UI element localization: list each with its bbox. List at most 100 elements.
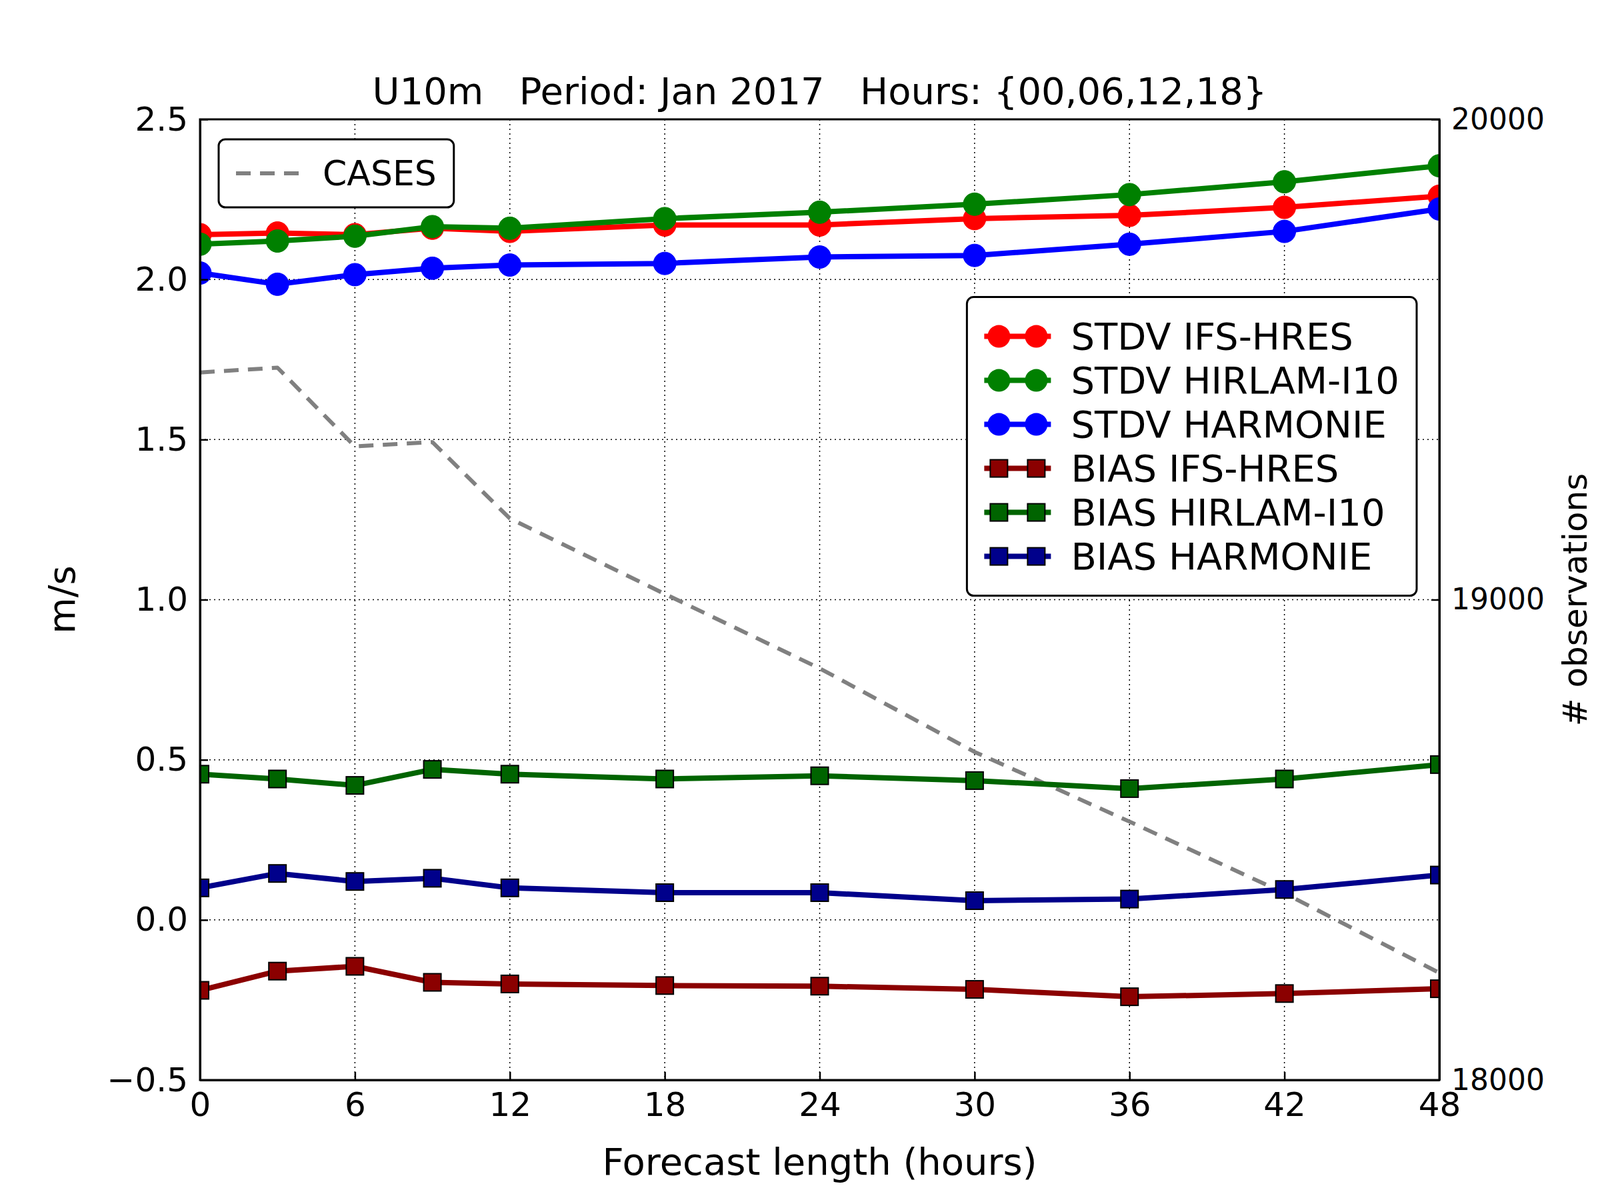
legend-y2: CASES (218, 139, 454, 208)
marker (200, 232, 212, 256)
tick-mark (664, 1072, 666, 1080)
tick: 18000 (1431, 1062, 1545, 1097)
y2-axis: 180001900020000 (1431, 102, 1545, 1097)
grid-line-y (200, 278, 1440, 280)
marker (1120, 890, 1138, 908)
tick-mark (200, 919, 208, 922)
tick-mark (1129, 1072, 1132, 1080)
marker (656, 770, 674, 788)
marker (421, 215, 444, 238)
legend-marker (987, 413, 1010, 436)
series-line (200, 367, 1440, 973)
marker (811, 884, 829, 902)
legend-label: BIAS HIRLAM-I10 (1070, 490, 1385, 534)
marker (268, 962, 286, 980)
tick-label: 42 (1263, 1085, 1306, 1124)
y2-axis-title: # observations (1556, 473, 1595, 727)
marker (1276, 770, 1294, 788)
tick-mark (200, 1079, 208, 1082)
tick-label: 1.5 (134, 420, 188, 459)
tick-label: 24 (798, 1085, 842, 1124)
marker (424, 869, 442, 887)
tick-mark (974, 1072, 976, 1080)
series (200, 957, 1440, 1006)
tick-label: −0.5 (107, 1060, 188, 1100)
legend-item: BIAS IFS-HRES (984, 446, 1339, 490)
tick: 12 (488, 1072, 532, 1124)
tick-label: 19000 (1451, 582, 1545, 616)
series-line (200, 764, 1440, 789)
marker (1120, 988, 1138, 1006)
tick-mark (509, 1072, 512, 1080)
marker (1428, 197, 1440, 220)
legend-box (218, 139, 454, 208)
legend-marker (1027, 548, 1045, 566)
legend-marker (1027, 504, 1045, 522)
marker (656, 976, 674, 994)
tick-mark (200, 599, 208, 602)
marker (268, 770, 286, 788)
series-line (200, 208, 1440, 284)
tick: 1.0 (134, 580, 208, 619)
marker (266, 230, 289, 253)
marker (1276, 984, 1294, 1002)
x-axis: 0612182430364248 (190, 1072, 1462, 1124)
tick-mark (200, 439, 208, 442)
marker (498, 216, 522, 240)
marker (346, 776, 364, 794)
marker (343, 263, 366, 286)
marker (653, 252, 676, 275)
tick-mark (200, 118, 208, 121)
legend-item: CASES (236, 153, 437, 194)
tick-label: 1.0 (134, 580, 188, 619)
title: U10m Period: Jan 2017 Hours: {00,06,12,1… (372, 69, 1268, 113)
marker (346, 872, 364, 890)
y-axis: −0.50.00.51.01.52.02.5 (107, 100, 208, 1100)
grid-line-y (200, 759, 1440, 761)
tick-mark (1431, 118, 1440, 121)
legend-item: BIAS HARMONIE (984, 534, 1372, 578)
tick-mark (819, 1072, 822, 1080)
tick: 18 (644, 1072, 687, 1124)
marker (1273, 170, 1296, 194)
marker (346, 957, 364, 975)
tick-mark (200, 278, 208, 281)
y-axis-title: m/s (40, 565, 84, 634)
legend-swatch (236, 171, 303, 176)
marker (1118, 204, 1141, 227)
series (200, 756, 1440, 798)
tick: 24 (798, 1072, 842, 1124)
legend-item: STDV HIRLAM-I10 (984, 358, 1400, 402)
chart: 0612182430364248−0.50.00.51.01.52.02.518… (0, 0, 1600, 1200)
legend-item: STDV IFS-HRES (984, 314, 1353, 358)
tick-label: 2.5 (134, 100, 188, 139)
tick-label: 30 (954, 1085, 997, 1124)
plot-background (200, 119, 1440, 1080)
marker (966, 892, 984, 910)
legend-box (966, 297, 1417, 596)
marker (424, 973, 442, 991)
legend-marker (1027, 460, 1045, 478)
marker (501, 975, 519, 993)
marker (1120, 780, 1138, 798)
legend-marker (990, 548, 1008, 566)
marker (811, 977, 829, 995)
legend-marker (1024, 325, 1048, 348)
tick-label: 18 (644, 1085, 687, 1124)
marker (1276, 880, 1294, 898)
tick: 0.0 (134, 900, 208, 939)
plot-frame (200, 119, 1440, 1080)
tick-label: 36 (1108, 1085, 1152, 1124)
grid-line-y (200, 919, 1440, 921)
legend-marker (990, 460, 1008, 478)
series (200, 197, 1440, 296)
marker (963, 244, 986, 267)
marker (808, 246, 832, 269)
tick: 1.5 (134, 420, 208, 459)
legend-marker (987, 325, 1010, 348)
tick: 2.0 (134, 260, 208, 299)
marker (268, 864, 286, 882)
tick-mark (1284, 1072, 1286, 1080)
legend: STDV IFS-HRESSTDV HIRLAM-I10STDV HARMONI… (966, 297, 1417, 596)
marker (966, 772, 984, 790)
